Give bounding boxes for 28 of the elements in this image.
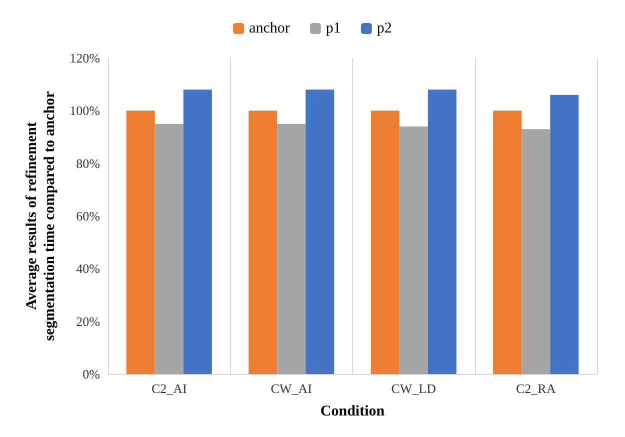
legend-label: p1: [326, 20, 341, 36]
y-tick-label: 40%: [76, 261, 100, 276]
bar: [183, 90, 212, 374]
bar: [154, 124, 184, 374]
bar: [277, 124, 306, 374]
x-tick-label: C2_RA: [516, 381, 556, 396]
legend-label: anchor: [249, 20, 290, 36]
legend-label: p2: [376, 20, 392, 36]
x-tick-label: CW_LD: [391, 381, 436, 396]
x-tick-label: CW_AI: [270, 381, 312, 396]
bar: [126, 110, 155, 374]
bar: [428, 90, 456, 374]
y-tick-label: 80%: [76, 156, 100, 171]
y-tick-label: 120%: [70, 50, 100, 66]
bar: [399, 126, 428, 374]
x-tick-label: C2_AI: [151, 381, 187, 396]
bar: [550, 94, 579, 374]
bar: [370, 110, 400, 374]
bar: [493, 110, 522, 374]
x-axis-title: Condition: [320, 404, 386, 420]
y-tick-label: 0%: [82, 366, 100, 382]
y-tick-label: 20%: [76, 314, 100, 329]
y-axis-title: Average results of refinement segmentation time compared to anchor: [24, 90, 58, 341]
bar: [306, 90, 334, 374]
bar: [248, 110, 278, 374]
y-tick-label: 100%: [70, 103, 100, 118]
y-tick-label: 60%: [76, 208, 100, 224]
bar: [522, 129, 550, 374]
